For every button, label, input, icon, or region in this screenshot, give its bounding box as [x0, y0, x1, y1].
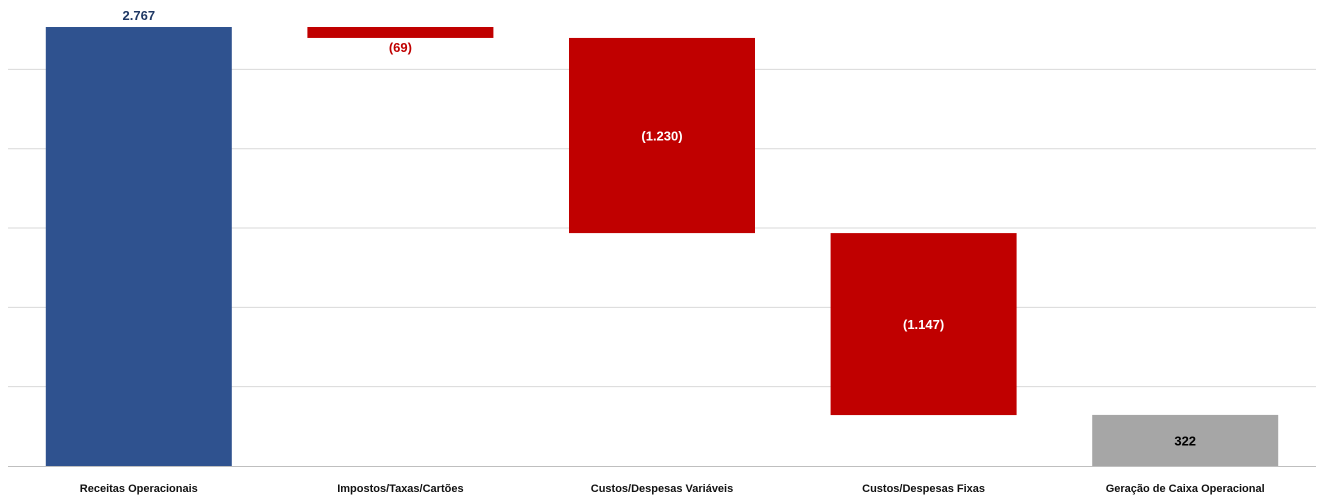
- bar-1: [307, 27, 494, 38]
- category-label-0: Receitas Operacionais: [80, 483, 198, 495]
- bar-3: [830, 233, 1017, 416]
- bar-2: [569, 37, 755, 234]
- bar-0: [45, 27, 232, 466]
- value-label-4: 322: [1174, 433, 1196, 448]
- category-label-2: Custos/Despesas Variáveis: [591, 483, 733, 495]
- bar-4: [1092, 414, 1279, 466]
- bars: [45, 27, 1279, 466]
- value-labels: 2.767 (69) (1.230) (1.147) 322: [123, 8, 1197, 448]
- category-label-4: Geração de Caixa Operacional: [1106, 483, 1265, 495]
- category-label-3: Custos/Despesas Fixas: [862, 483, 985, 495]
- value-label-0: 2.767: [123, 8, 156, 23]
- value-label-3: (1.147): [903, 317, 944, 332]
- value-label-1: (69): [389, 40, 412, 55]
- category-label-1: Impostos/Taxas/Cartões: [337, 483, 463, 495]
- value-label-2: (1.230): [641, 129, 682, 144]
- category-labels: Receitas Operacionais Impostos/Taxas/Cart…: [80, 483, 1265, 495]
